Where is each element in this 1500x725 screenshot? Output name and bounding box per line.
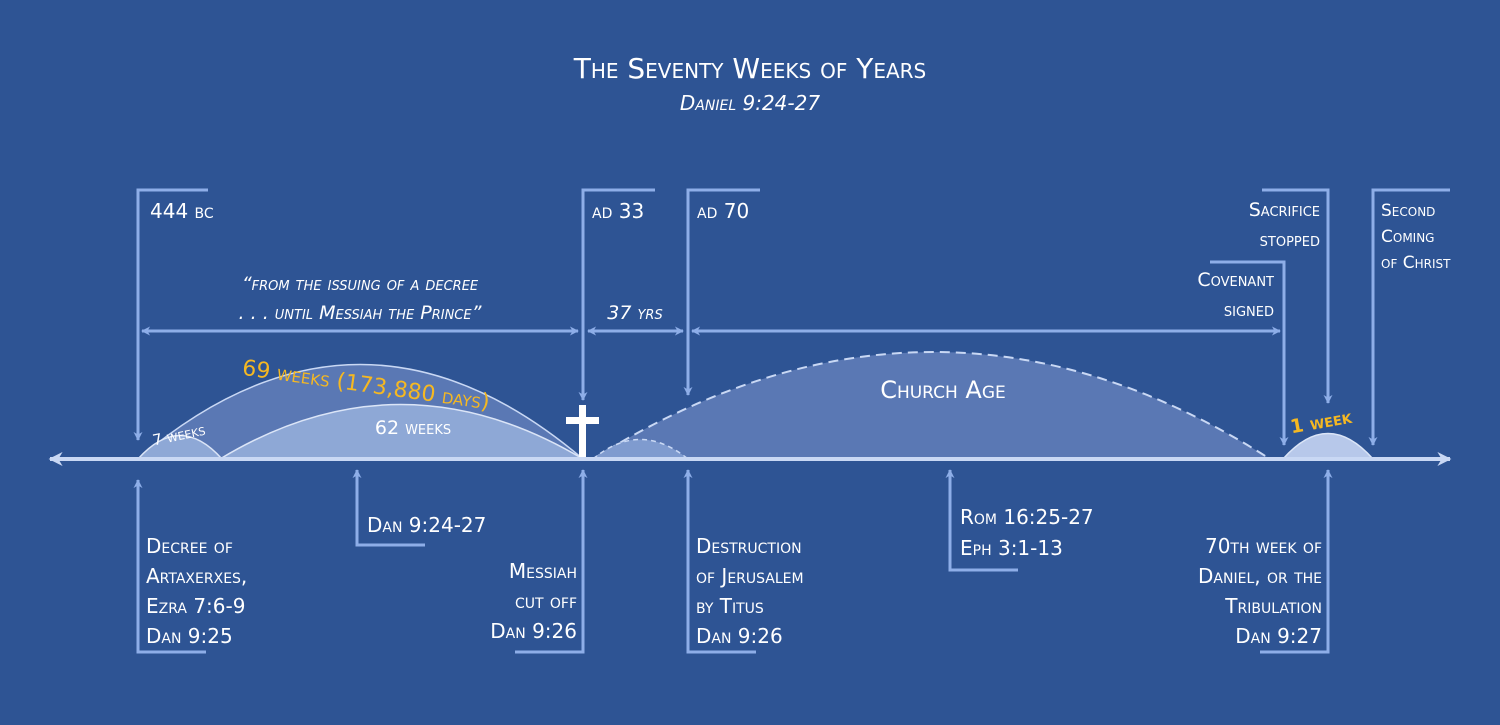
decree-line-1: Decree of (146, 534, 233, 558)
arc-62-weeks (217, 403, 586, 460)
label-coming: Coming (1381, 227, 1434, 247)
note-messiah-cut-off: Messiah cut off Dan 9:26 (490, 469, 588, 654)
tribulation-line-1: 70th week of (1205, 534, 1322, 558)
church-age-arc-outline (592, 351, 1271, 460)
label-church-age: Church Age (880, 376, 1006, 404)
marker-ad33: ad 33 (578, 188, 655, 401)
label-ad33: ad 33 (592, 199, 644, 223)
rom-label: Rom 16:25-27 (960, 505, 1094, 529)
label-ad70: ad 70 (697, 199, 749, 223)
quote-line-1: “from the issuing of a decree (242, 273, 479, 295)
note-destruction: Destruction of Jerusalem by Titus Dan 9:… (683, 469, 804, 654)
quote-line-2: . . . until Messiah the Prince” (239, 302, 482, 324)
destruction-line-3: by Titus (696, 594, 764, 618)
label-37-yrs: 37 yrs (607, 302, 662, 324)
interim-arc-outline (592, 438, 689, 460)
marker-second-coming: Second Coming of Christ (1368, 188, 1451, 446)
messiah-line-3: Dan 9:26 (490, 619, 577, 643)
tribulation-line-4: Dan 9:27 (1235, 624, 1322, 648)
label-signed: signed (1224, 299, 1274, 321)
label-sacrifice: Sacrifice (1249, 199, 1320, 221)
marker-444bc: 444 bc (133, 188, 214, 441)
marker-covenant-signed: Covenant signed (1197, 260, 1289, 446)
eph-label: Eph 3:1-13 (960, 536, 1063, 560)
destruction-line-4: Dan 9:26 (696, 624, 783, 648)
label-stopped: stopped (1260, 229, 1320, 251)
decree-line-2: Artaxerxes, (146, 564, 247, 588)
diagram-subtitle: Daniel 9:24-27 (680, 91, 820, 115)
messiah-line-2: cut off (515, 589, 577, 613)
marker-sacrifice-stopped: Sacrifice stopped (1249, 188, 1333, 404)
cross-icon (566, 405, 599, 457)
marker-ad70: ad 70 (683, 188, 760, 396)
label-of-christ: of Christ (1381, 253, 1451, 273)
note-tribulation: 70th week of Daniel, or the Tribulation … (1198, 469, 1333, 654)
label-444bc: 444 bc (150, 199, 214, 223)
label-62-weeks: 62 weeks (375, 417, 451, 439)
tribulation-line-3: Tribulation (1224, 594, 1322, 618)
note-decree: Decree of Artaxerxes, Ezra 7:6-9 Dan 9:2… (133, 479, 247, 654)
dan-9-24-27-label: Dan 9:24-27 (367, 513, 486, 537)
decree-line-3: Ezra 7:6-9 (146, 594, 245, 618)
destruction-line-2: of Jerusalem (696, 564, 804, 588)
label-second: Second (1381, 201, 1435, 221)
messiah-line-1: Messiah (509, 559, 577, 583)
destruction-line-1: Destruction (696, 534, 802, 558)
label-covenant: Covenant (1197, 269, 1274, 291)
note-dan-9-24-27: Dan 9:24-27 (352, 469, 486, 547)
diagram-title: The Seventy Weeks of Years (573, 52, 927, 85)
note-rom-eph: Rom 16:25-27 Eph 3:1-13 (945, 469, 1094, 572)
tribulation-line-2: Daniel, or the (1198, 564, 1322, 588)
decree-line-4: Dan 9:25 (146, 624, 233, 648)
